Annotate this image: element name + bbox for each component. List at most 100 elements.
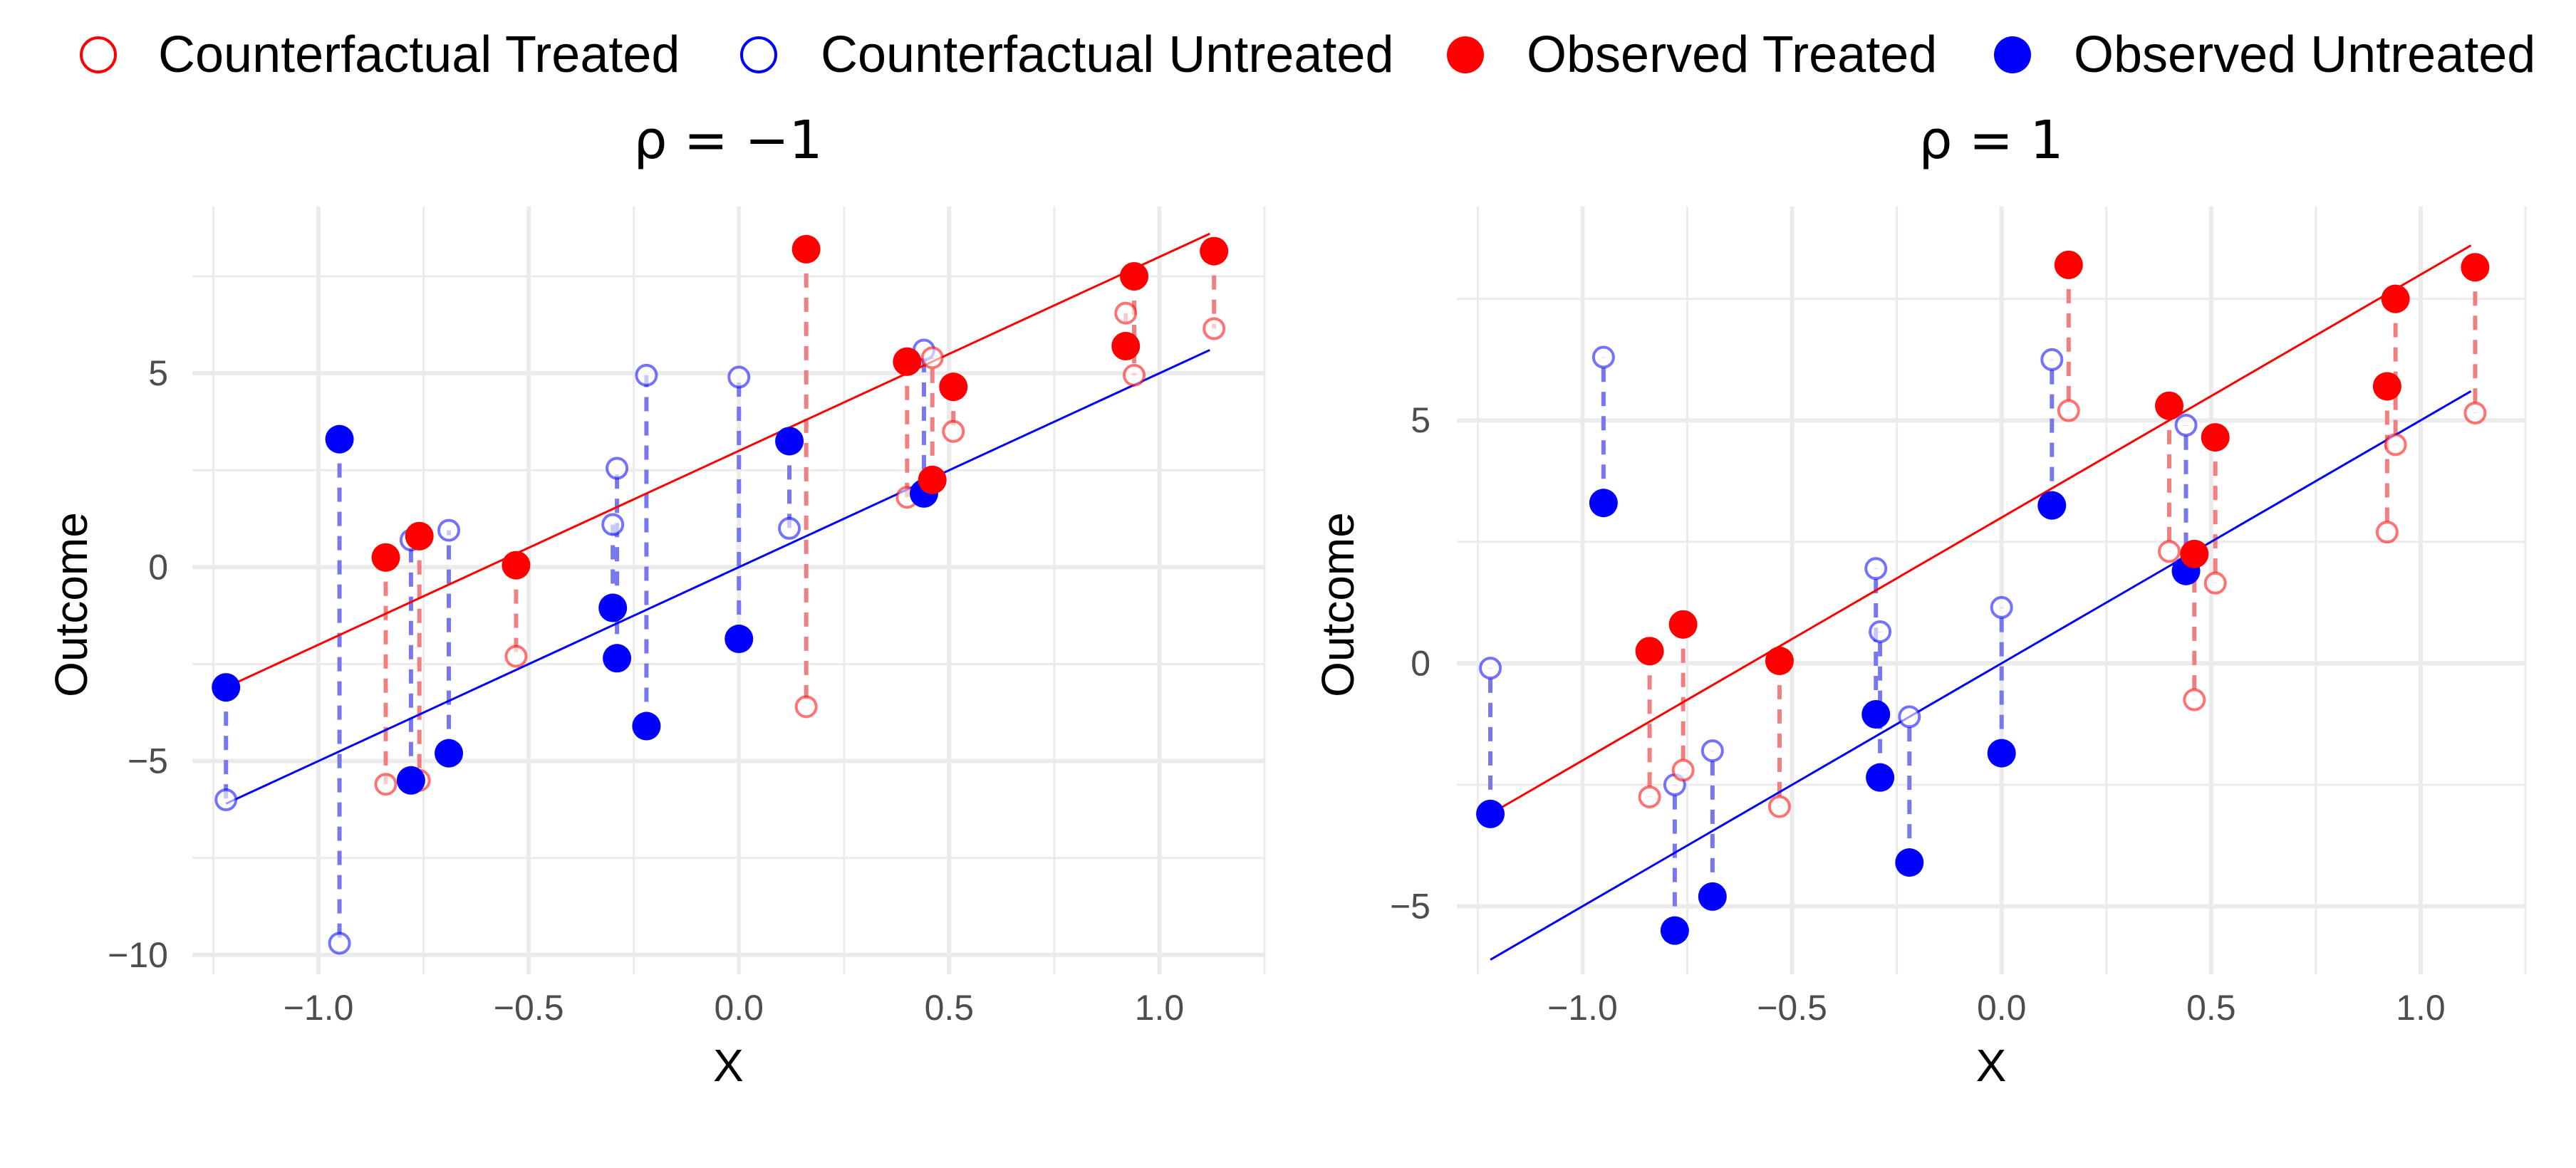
y-tick-label: 0 [1411, 643, 1430, 683]
fit-line-untreated [225, 349, 1210, 805]
grid [1457, 207, 2527, 974]
x-tick-label: −1.0 [1547, 988, 1618, 1028]
counterfactual-point-treated [942, 419, 965, 443]
legend: Counterfactual Treated Counterfactual Un… [80, 26, 2535, 83]
observed-point-untreated [632, 711, 661, 741]
counterfactual-point-treated [2158, 540, 2181, 563]
observed-point-treated [1635, 637, 1664, 666]
observed-point-treated [1668, 610, 1698, 639]
x-tick-label: 1.0 [1135, 988, 1185, 1028]
counterfactual-point-treated [504, 645, 528, 668]
counterfactual-point-untreated [214, 788, 238, 811]
observed-point-treated [2372, 372, 2401, 401]
counterfactual-point-treated [1767, 795, 1791, 818]
x-axis-title: X [1976, 1040, 2007, 1091]
observed-point-treated [918, 465, 947, 494]
y-tick-label: 0 [148, 547, 168, 587]
legend-item-counterfactual-treated: Counterfactual Treated [80, 26, 680, 83]
legend-label-counterfactual-treated: Counterfactual Treated [158, 26, 680, 83]
observed-point-untreated [1476, 799, 1505, 828]
observed-point-treated [939, 372, 968, 402]
counterfactual-point-treated [1638, 785, 1661, 808]
legend-label-observed-untreated: Observed Untreated [2074, 26, 2535, 83]
counterfactual-point-untreated [1700, 739, 1724, 763]
observed-point-treated [2381, 284, 2410, 313]
counterfactual-point-untreated [1990, 595, 2013, 619]
x-tick-label: 0.0 [1977, 988, 2027, 1028]
observed-point-untreated [1698, 882, 1727, 911]
x-tick-label: 0.5 [2186, 988, 2236, 1028]
counterfactual-point-treated [2183, 688, 2206, 711]
counterfactual-point-untreated [2174, 414, 2198, 437]
counterfactual-point-treated [2203, 571, 2227, 595]
observed-point-treated [791, 234, 821, 264]
counterfactual-point-treated [1123, 363, 1146, 387]
observed-point-untreated [1589, 489, 1618, 518]
legend-item-observed-treated: Observed Treated [1447, 26, 1937, 83]
counterfactual-point-untreated [1898, 705, 1921, 729]
counterfactual-point-treated [794, 695, 818, 719]
fit-line-treated [1490, 244, 2472, 815]
counterfactual-point-untreated [1864, 557, 1888, 580]
counterfactual-point-treated [2384, 433, 2407, 457]
legend-label-observed-treated: Observed Treated [1527, 26, 1937, 83]
observed-point-treated [502, 551, 531, 580]
observed-point-untreated [212, 673, 241, 702]
observed-point-treated [1111, 332, 1141, 360]
legend-key-observed-treated [1447, 36, 1484, 73]
counterfactual-points [1479, 345, 2487, 818]
connector-lines [1488, 264, 2478, 931]
counterfactual-point-untreated [727, 365, 751, 389]
observed-point-untreated [435, 739, 464, 768]
counterfactual-point-treated [2057, 399, 2080, 422]
y-tick-label: 5 [1411, 400, 1430, 440]
counterfactual-point-treated [1203, 317, 1226, 340]
observed-point-treated [1765, 646, 1794, 675]
observed-point-treated [2054, 250, 2083, 279]
observed-point-untreated [603, 644, 632, 673]
observed-points [212, 234, 1229, 795]
panel-rho-plus-1: −1.0 −0.5 0.0 0.5 1.0 −5 0 5 ρ = 1 X Outcome [1312, 110, 2527, 1091]
observed-points [1476, 250, 2490, 945]
y-tick-label: −5 [128, 741, 168, 781]
legend-item-observed-untreated: Observed Untreated [1994, 26, 2535, 83]
observed-point-treated [405, 521, 434, 551]
connector-lines [224, 249, 1217, 944]
observed-point-untreated [1660, 916, 1689, 945]
legend-key-observed-untreated [1994, 36, 2031, 73]
counterfactual-point-treated [2463, 401, 2487, 424]
observed-point-untreated [1866, 763, 1895, 792]
legend-item-counterfactual-untreated: Counterfactual Untreated [740, 26, 1393, 83]
counterfactual-point-untreated [2040, 348, 2064, 371]
counterfactual-point-untreated [1479, 657, 1502, 680]
x-tick-label: −1.0 [284, 988, 354, 1028]
observed-point-treated [2180, 539, 2209, 568]
counterfactual-point-treated [1114, 301, 1138, 325]
counterfactual-point-untreated [437, 518, 461, 542]
observed-point-treated [371, 543, 400, 572]
legend-key-counterfactual-treated [80, 36, 117, 73]
counterfactual-point-treated [374, 773, 398, 796]
counterfactual-point-untreated [328, 932, 351, 955]
x-tick-label: 0.5 [925, 988, 975, 1028]
counterfactual-point-treated [1671, 758, 1695, 782]
fit-line-treated [225, 232, 1210, 689]
panel-title: ρ = −1 [633, 110, 822, 171]
counterfactual-point-untreated [601, 513, 625, 536]
observed-point-treated [2155, 391, 2183, 420]
y-axis-title: Outcome [46, 512, 97, 697]
x-tick-label: −0.5 [494, 988, 564, 1028]
legend-label-counterfactual-untreated: Counterfactual Untreated [821, 26, 1393, 83]
counterfactual-point-untreated [778, 516, 801, 540]
y-tick-label: −10 [108, 935, 168, 975]
observed-point-treated [2461, 253, 2490, 282]
y-tick-label: 5 [148, 353, 168, 393]
observed-point-untreated [1895, 848, 1924, 877]
counterfactual-points [214, 301, 1226, 955]
observed-point-untreated [1861, 699, 1891, 729]
observed-point-untreated [2037, 491, 2067, 520]
panel-rho-minus-1: −1.0 −0.5 0.0 0.5 1.0 −10 −5 0 5 ρ = −1 X Outcome [46, 110, 1266, 1091]
y-axis-title: Outcome [1312, 512, 1364, 697]
panel-title: ρ = 1 [1918, 110, 2063, 171]
